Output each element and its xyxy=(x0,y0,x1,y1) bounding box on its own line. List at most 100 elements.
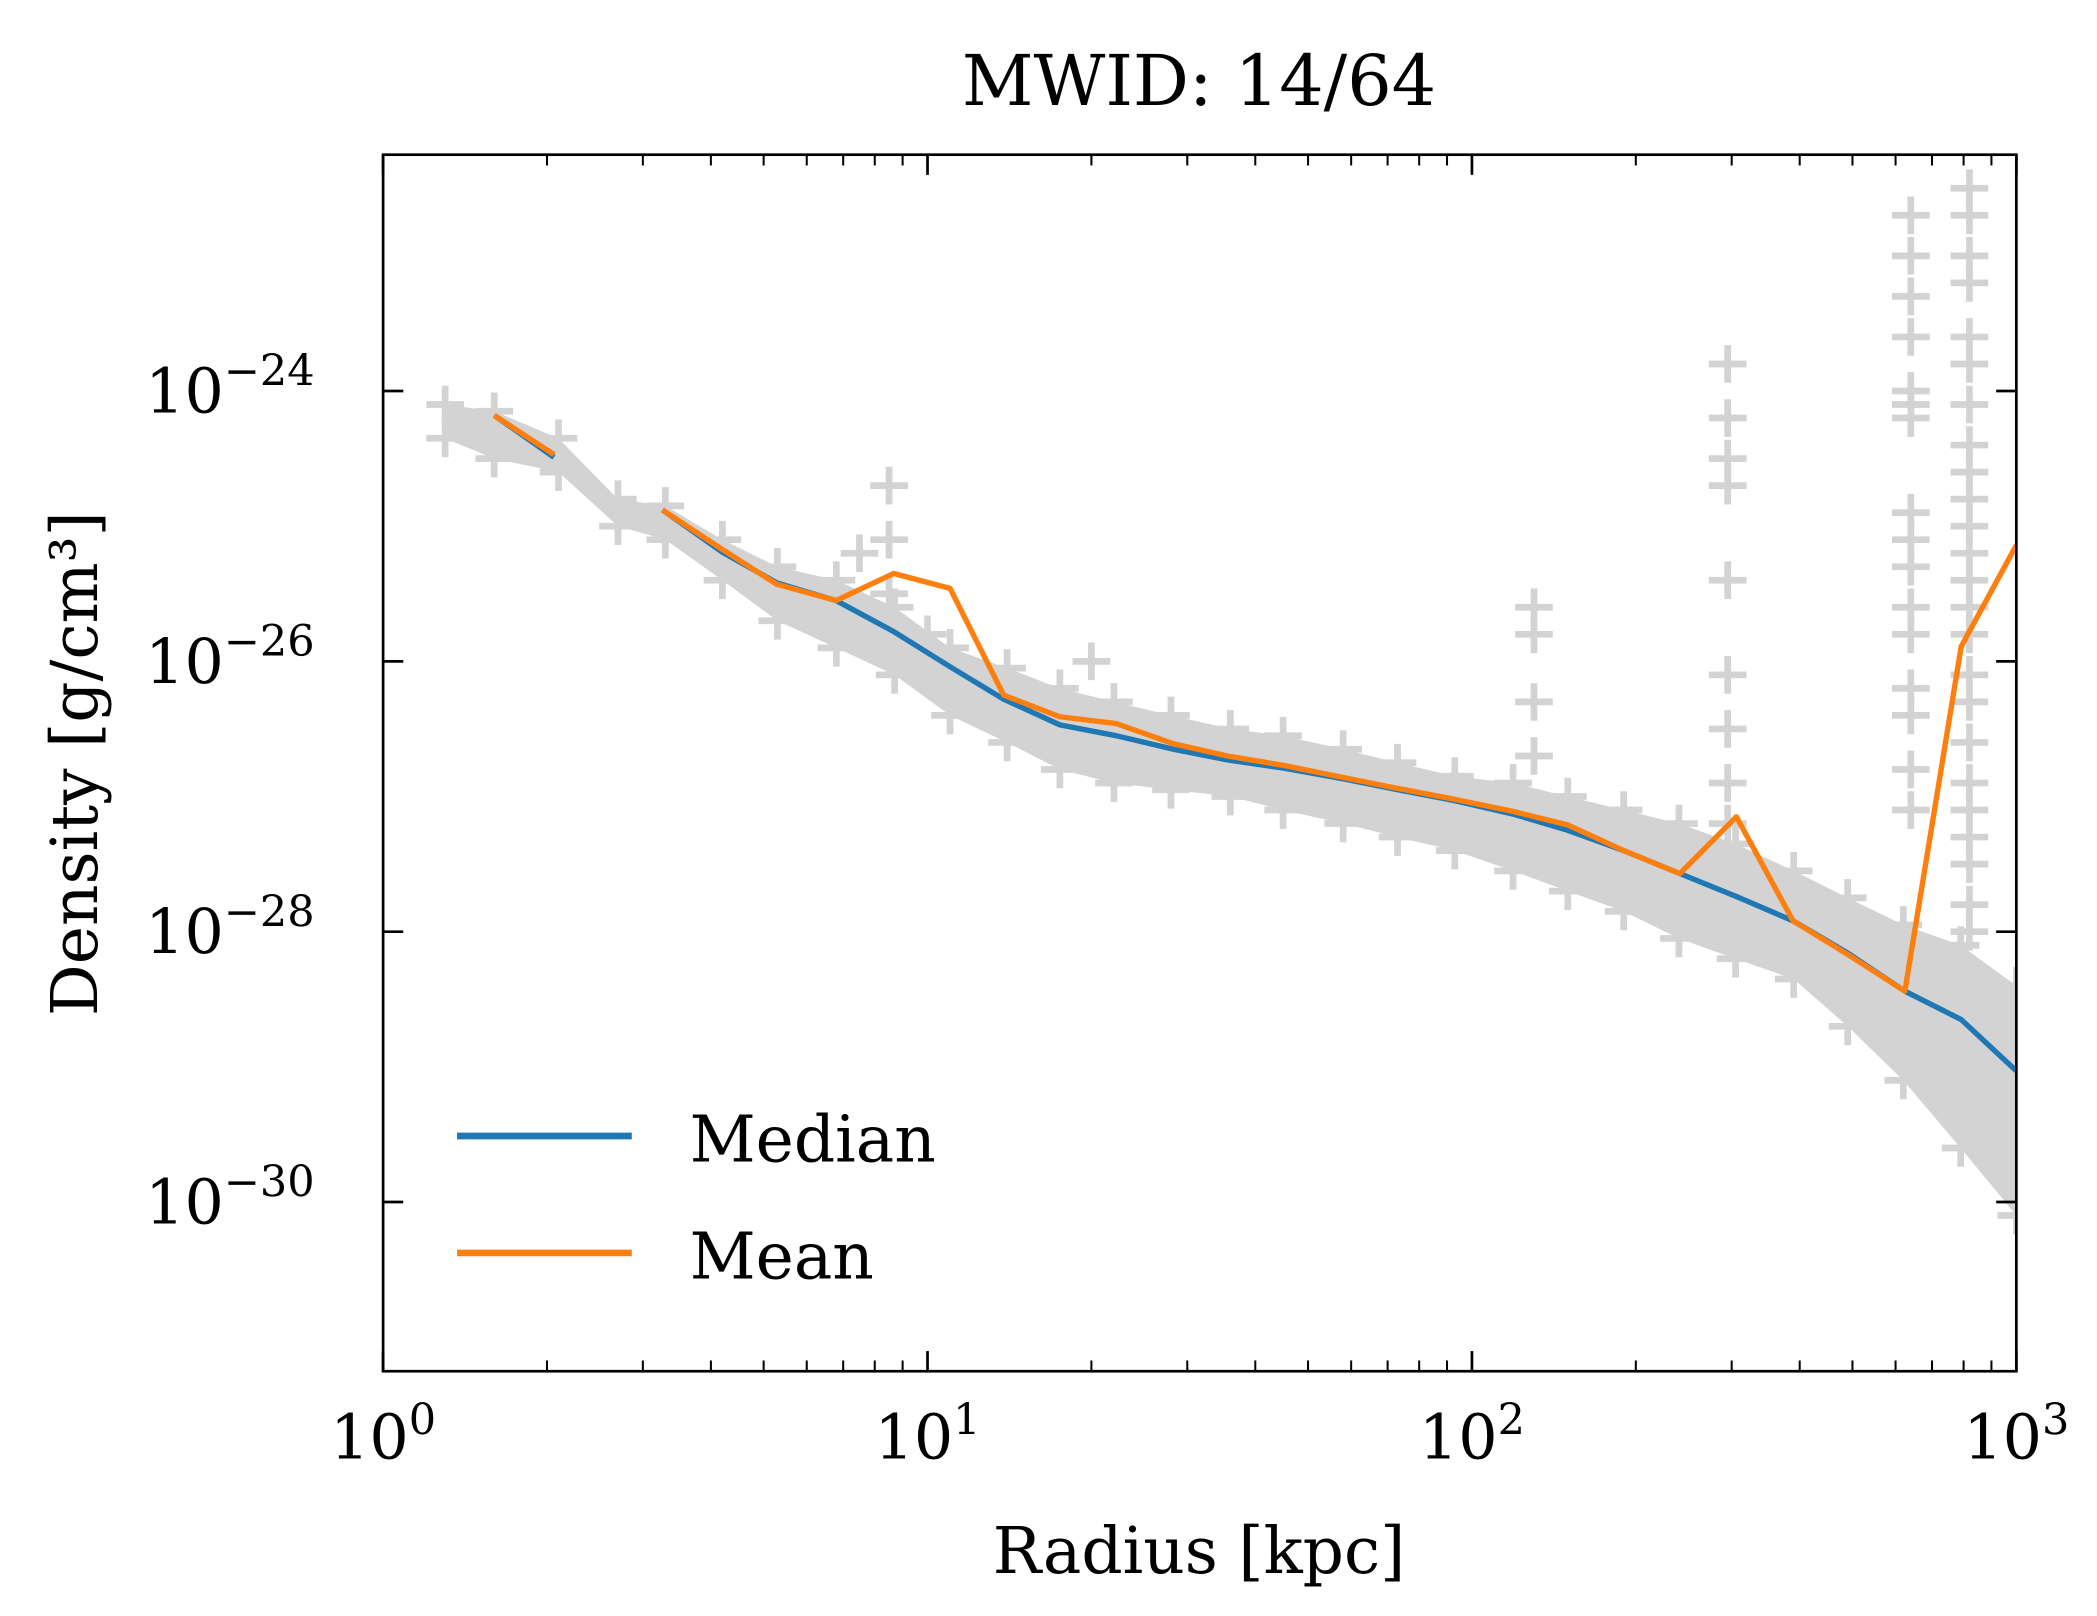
scatter-point xyxy=(1828,1007,1867,1046)
scatter-point xyxy=(1604,791,1643,829)
y-tick-label: 10−24 xyxy=(145,347,314,428)
scatter-point xyxy=(1548,872,1587,910)
scatter-outlier xyxy=(1892,277,1930,316)
scatter-point xyxy=(1435,831,1474,870)
scatter-outlier xyxy=(1950,264,1989,302)
scatter-outlier xyxy=(1950,345,1989,383)
x-tick-label: 102 xyxy=(1419,1395,1525,1473)
scatter-outlier xyxy=(1708,561,1747,600)
scatter-point xyxy=(931,629,969,667)
scatter-outlier xyxy=(1892,791,1930,829)
scatter-point xyxy=(1828,879,1867,917)
scatter-point xyxy=(1041,669,1079,708)
scatter-outlier xyxy=(870,574,908,613)
scatter-outlier xyxy=(1515,683,1553,721)
scatter-outlier xyxy=(1892,615,1930,654)
legend-mean-label: Mean xyxy=(690,1219,874,1294)
scatter-point xyxy=(1548,777,1587,816)
x-axis-label: Radius [kpc] xyxy=(993,1514,1405,1589)
y-axis-label: Density [g/cm³] xyxy=(38,511,113,1016)
scatter-band xyxy=(445,404,2017,1216)
chart-title: MWID: 14/64 xyxy=(962,41,1436,122)
scatter-point xyxy=(1264,791,1302,829)
scatter-point xyxy=(817,561,856,600)
scatter-outlier xyxy=(1708,656,1747,694)
mean-line xyxy=(492,413,556,457)
scatter-point xyxy=(703,561,742,600)
scatter-point xyxy=(1997,1196,2017,1235)
scatter-outlier xyxy=(1892,196,1930,235)
scatter-outlier xyxy=(1950,723,1989,762)
scatter-outlier xyxy=(908,615,947,654)
scatter-point xyxy=(1211,710,1250,748)
scatter-point xyxy=(539,419,578,458)
scatter-outlier xyxy=(1708,710,1747,748)
scatter-outlier xyxy=(1892,318,1930,356)
scatter-point xyxy=(1660,804,1698,843)
scatter-point xyxy=(539,453,578,491)
scatter-outlier xyxy=(870,520,908,559)
scatter-outlier xyxy=(840,534,879,573)
scatter-outlier xyxy=(1950,683,1989,721)
legend: Median Mean xyxy=(457,1103,936,1294)
scatter-point xyxy=(1716,939,1755,978)
scatter-outlier xyxy=(1950,385,1989,424)
scatter-point xyxy=(1324,730,1362,769)
scatter-point xyxy=(988,649,1026,687)
scatter-outlier xyxy=(1950,845,1989,883)
scatter-point xyxy=(1660,919,1698,958)
scatter-point xyxy=(1211,777,1250,816)
scatter-point xyxy=(599,507,637,545)
scatter-outlier xyxy=(1950,196,1989,235)
scatter-point xyxy=(646,487,685,525)
scatter-outlier xyxy=(1892,237,1930,275)
scatter-point xyxy=(931,696,969,735)
scatter-outlier xyxy=(1892,547,1930,586)
y-tick-label: 10−28 xyxy=(145,887,314,968)
scatter-point xyxy=(817,629,856,667)
scatter-point xyxy=(1378,743,1417,782)
scatter-point xyxy=(1774,852,1813,890)
scatter-point xyxy=(1774,960,1813,998)
scatter-point xyxy=(1378,818,1417,856)
scatter-outlier xyxy=(1892,399,1930,437)
scatter-point xyxy=(1494,852,1532,890)
scatter-point xyxy=(758,547,797,586)
scatter-outlier xyxy=(1708,466,1747,505)
scatter-outlier xyxy=(1708,399,1747,437)
scatter-point xyxy=(1152,696,1190,735)
scatter-point xyxy=(426,419,464,458)
scatter-point xyxy=(1264,716,1302,755)
y-tick-label: 10−30 xyxy=(145,1158,314,1239)
scatter-outlier xyxy=(1950,912,1989,951)
scatter-point xyxy=(1941,1129,1980,1167)
scatter-outlier xyxy=(1708,345,1747,383)
scatter-point xyxy=(758,601,797,640)
scatter-point xyxy=(475,392,514,431)
y-tick-label: 10−26 xyxy=(145,617,314,698)
scatter-point xyxy=(1095,683,1133,721)
mean-line xyxy=(661,507,2017,994)
scatter-outlier xyxy=(1708,764,1747,802)
plot-area xyxy=(426,169,2017,1235)
x-tick-label: 101 xyxy=(874,1395,980,1473)
scatter-outlier xyxy=(870,466,908,505)
scatter-point xyxy=(475,439,514,478)
scatter-outlier xyxy=(1515,737,1553,775)
scatter-point xyxy=(646,520,685,559)
x-tick-label: 100 xyxy=(330,1395,436,1473)
x-tick-label: 103 xyxy=(1963,1395,2069,1473)
scatter-point xyxy=(1604,892,1643,931)
scatter-point xyxy=(1435,757,1474,796)
scatter-point xyxy=(1095,764,1133,802)
scatter-point xyxy=(426,385,464,424)
scatter-point xyxy=(1152,770,1190,809)
scatter-outlier xyxy=(1072,642,1111,681)
scatter-point xyxy=(1997,966,2017,1005)
scatter-point xyxy=(1324,804,1362,843)
scatter-outlier xyxy=(1892,696,1930,735)
axis-ticks: 100 101 102 103 10−24 10−26 10−28 10−30 xyxy=(145,154,2069,1474)
scatter-point xyxy=(875,656,914,694)
